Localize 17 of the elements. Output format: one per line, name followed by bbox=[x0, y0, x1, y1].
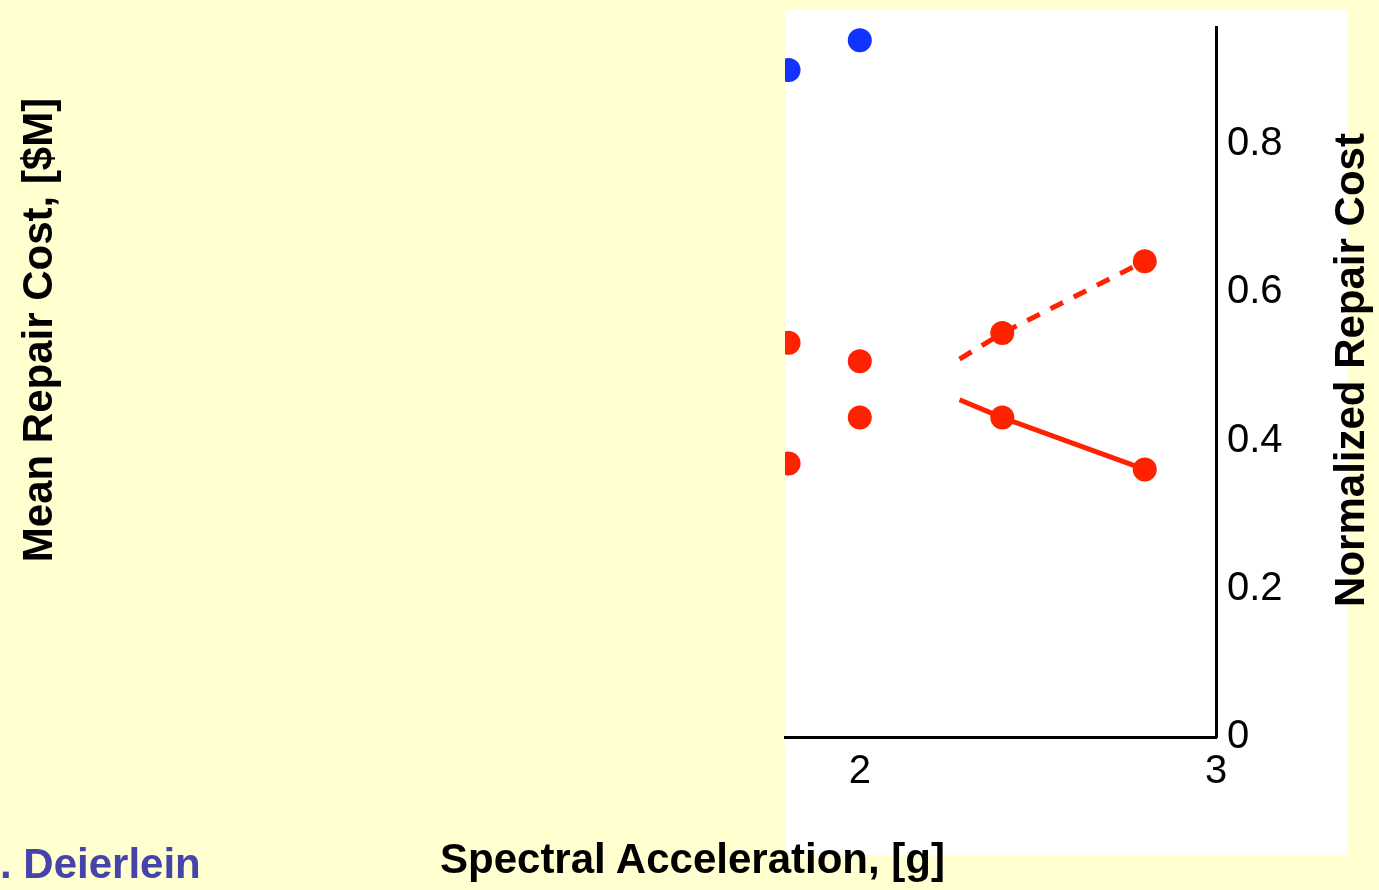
point bbox=[847, 405, 872, 430]
y2-tick-label: 0.6 bbox=[1227, 267, 1283, 312]
point bbox=[1132, 457, 1157, 482]
y2-tick-label: 0.8 bbox=[1227, 119, 1283, 164]
text: . Deierlein bbox=[0, 840, 201, 888]
x-axis-title: Spectral Acceleration, [g] bbox=[440, 835, 945, 883]
text: Mean Repair Cost, [$M] bbox=[14, 97, 62, 563]
point bbox=[847, 349, 872, 374]
point bbox=[990, 321, 1015, 346]
x-tick-label: 2 bbox=[848, 747, 871, 792]
x-tick-label: 3 bbox=[1204, 747, 1228, 792]
y2-tick-label: 0 bbox=[1227, 712, 1250, 757]
y2-tick-label: 0.2 bbox=[1227, 563, 1283, 608]
y2-tick-label: 0.4 bbox=[1227, 415, 1283, 460]
point bbox=[990, 405, 1015, 430]
y2-axis-title: Normalized Repair Cost bbox=[1326, 133, 1374, 607]
point bbox=[1132, 249, 1157, 274]
